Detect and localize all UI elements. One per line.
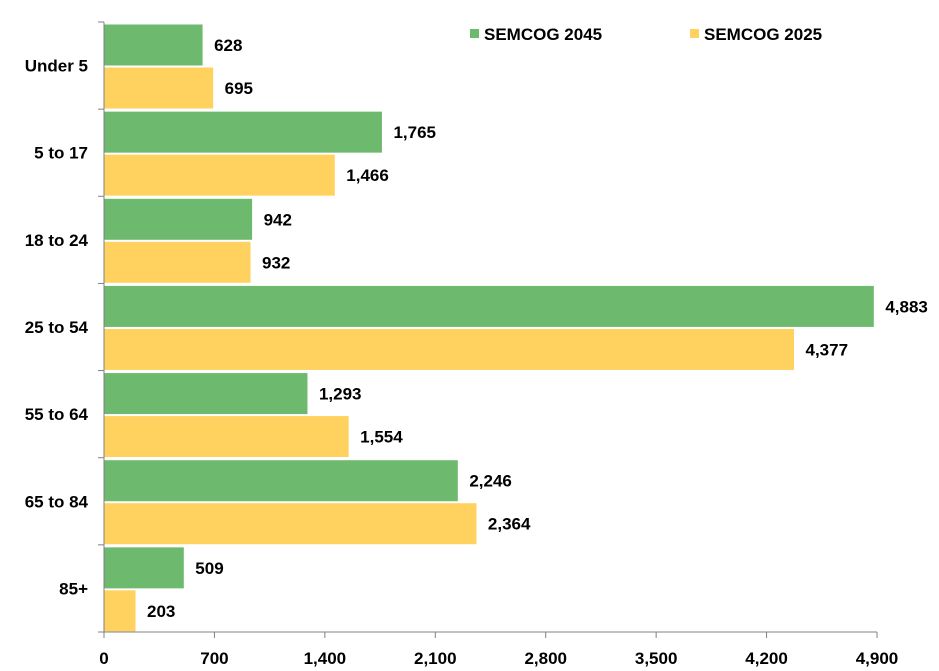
x-tick-label: 0 <box>99 649 108 668</box>
bar-semcog-2045-0 <box>103 23 204 67</box>
category-label: Under 5 <box>25 57 88 76</box>
bar-semcog-2025-4 <box>103 415 350 459</box>
bar-semcog-2025-5 <box>103 502 478 546</box>
legend: SEMCOG 2045 SEMCOG 2025 <box>470 25 822 44</box>
category-label: 55 to 64 <box>25 405 89 424</box>
data-label: 1,466 <box>346 166 389 185</box>
axes-layer <box>98 21 878 638</box>
bar-semcog-2025-6 <box>103 589 137 633</box>
category-label: 85+ <box>59 579 88 598</box>
data-label: 1,554 <box>360 428 403 447</box>
labels-layer: 628 695 Under 5 1,765 1,466 5 to 17 942 932 18 t… <box>25 36 928 668</box>
data-label: 2,246 <box>469 472 512 491</box>
bar-semcog-2045-5 <box>103 459 459 503</box>
data-label: 932 <box>262 253 290 272</box>
category-label: 65 to 84 <box>25 492 89 511</box>
x-tick-label: 700 <box>200 649 228 668</box>
legend-label: SEMCOG 2045 <box>484 25 602 44</box>
data-label: 203 <box>147 602 175 621</box>
bar-semcog-2025-2 <box>103 240 252 284</box>
x-tick-label: 4,900 <box>856 649 899 668</box>
data-label: 628 <box>214 36 242 55</box>
data-label: 4,377 <box>805 340 848 359</box>
data-label: 2,364 <box>488 515 531 534</box>
data-label: 4,883 <box>885 297 928 316</box>
data-label: 509 <box>195 559 223 578</box>
x-tick-label: 3,500 <box>635 649 678 668</box>
legend-swatch <box>690 29 699 38</box>
bar-semcog-2045-2 <box>103 197 254 241</box>
x-tick-label: 4,200 <box>745 649 788 668</box>
data-label: 1,293 <box>319 385 362 404</box>
bar-semcog-2045-3 <box>103 284 875 328</box>
bar-semcog-2025-3 <box>103 327 795 371</box>
bar-semcog-2045-1 <box>103 110 383 154</box>
category-label: 18 to 24 <box>25 231 89 250</box>
x-tick-label: 2,100 <box>414 649 457 668</box>
bars-layer <box>103 23 875 633</box>
data-label: 942 <box>264 210 292 229</box>
bar-semcog-2045-6 <box>103 546 185 590</box>
bar-semcog-2045-4 <box>103 372 309 416</box>
bar-semcog-2025-0 <box>103 66 215 110</box>
category-label: 25 to 54 <box>25 318 89 337</box>
data-label: 695 <box>225 79 253 98</box>
bar-semcog-2025-1 <box>103 153 336 197</box>
legend-label: SEMCOG 2025 <box>704 25 822 44</box>
legend-swatch <box>470 29 479 38</box>
x-tick-label: 1,400 <box>304 649 347 668</box>
x-tick-label: 2,800 <box>524 649 567 668</box>
data-label: 1,765 <box>393 123 436 142</box>
category-label: 5 to 17 <box>34 144 88 163</box>
